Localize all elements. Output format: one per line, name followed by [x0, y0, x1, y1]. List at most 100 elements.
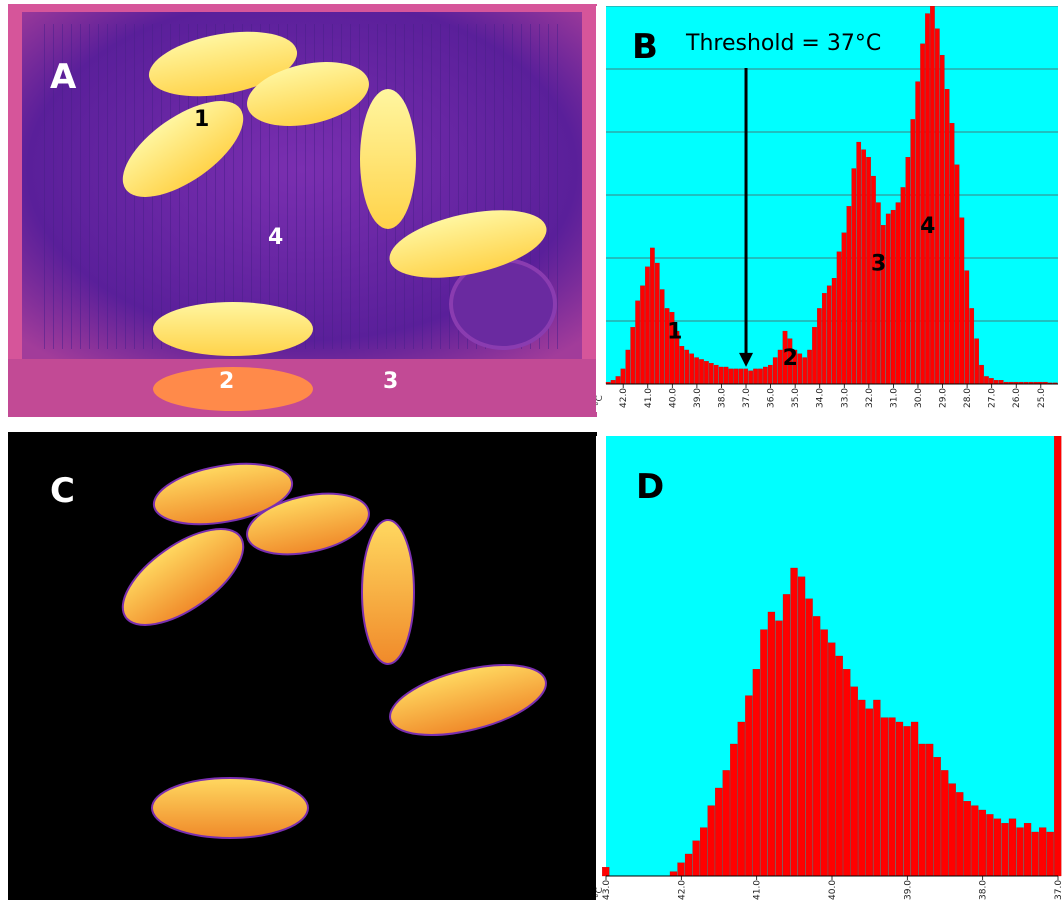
histogram-bar: [625, 349, 631, 385]
x-tick-label: 40.0: [668, 388, 678, 408]
histogram-bar: [737, 721, 745, 877]
histogram-bar: [1023, 823, 1032, 877]
histogram-bar: [694, 357, 699, 385]
histogram-bar: [941, 770, 949, 877]
histogram-b-ticks: 42.0 41.0 40.0 39.0 38.0 37.0 36.0 35.0 34.0 33.0…: [606, 383, 1058, 408]
x-tick-label: 32.0: [865, 388, 875, 408]
panel-b-histogram: 42.0 41.0 40.0 39.0 38.0 37.0 36.0 35.0 34.0 33.0…: [596, 6, 1062, 412]
histogram-bar: [964, 270, 970, 385]
histogram-bar: [873, 699, 881, 877]
histogram-bar: [861, 149, 866, 385]
histogram-bar: [704, 361, 709, 385]
histogram-bar: [930, 6, 935, 385]
histogram-bar: [835, 655, 843, 877]
x-tick-label: 37.0: [742, 388, 752, 408]
histogram-bar: [817, 308, 822, 385]
histogram-bar: [689, 353, 694, 385]
x-tick-label: 41.0: [753, 880, 763, 900]
histogram-bar: [738, 368, 744, 385]
peak-label-1: 1: [667, 320, 682, 345]
histogram-bar: [969, 308, 975, 385]
histogram-b-svg: 42.0 41.0 40.0 39.0 38.0 37.0 36.0 35.0 34.0 33.0…: [596, 6, 1062, 412]
region-label-2: 2: [219, 369, 234, 394]
histogram-bar: [752, 669, 760, 877]
histogram-bar: [998, 380, 1004, 385]
histogram-bar: [797, 576, 806, 877]
histogram-bar: [954, 164, 960, 385]
histogram-bar: [905, 157, 911, 385]
x-tick-label: 27.0: [988, 388, 998, 408]
threshold-annotation: Threshold = 37°C: [685, 31, 881, 56]
histogram-bar: [715, 787, 723, 877]
histogram-bar: [949, 123, 955, 385]
x-tick-label: 30.0: [914, 388, 924, 408]
histogram-bar: [723, 366, 729, 385]
histogram-bar: [610, 380, 616, 385]
peak-label-2: 2: [783, 346, 798, 371]
histogram-bar: [993, 818, 1002, 877]
threshold-arrow-head: [739, 352, 754, 367]
histogram-bar: [1016, 827, 1024, 877]
thermal-scene-c: C: [8, 432, 597, 900]
x-tick-label: 33.0: [840, 388, 850, 408]
histogram-bar: [880, 717, 889, 877]
histogram-d-ticks: 43.0 42.0 41.0 40.0 39.0 38.0 37.0: [602, 875, 1062, 900]
histogram-bar: [865, 708, 873, 877]
histogram-bar: [828, 642, 836, 877]
histogram-bar: [684, 853, 693, 877]
histogram-bar: [669, 871, 678, 877]
histogram-bar: [880, 225, 886, 385]
histogram-bar: [926, 743, 934, 877]
histogram-bar: [813, 616, 821, 877]
histogram-d-unit: °C: [596, 887, 605, 898]
histogram-bar: [910, 119, 916, 385]
histogram-bar: [826, 285, 832, 385]
x-tick-label: 40.0: [828, 880, 838, 900]
region-label-1: 1: [194, 107, 209, 132]
histogram-bar: [925, 13, 930, 385]
histogram-bar: [900, 187, 906, 385]
histogram-bar: [602, 867, 610, 877]
histogram-bar: [775, 620, 783, 877]
histogram-b-title: B: [632, 27, 658, 67]
histogram-bar: [713, 364, 719, 385]
histogram-bar: [679, 346, 685, 385]
x-tick-label: 29.0: [939, 388, 949, 408]
peak-label-4: 4: [920, 214, 935, 239]
histogram-d-svg: 43.0 42.0 41.0 40.0 39.0 38.0 37.0 °C D: [596, 436, 1062, 902]
histogram-bar: [944, 89, 950, 385]
x-tick-label: 39.0: [693, 388, 703, 408]
histogram-bar: [959, 217, 965, 385]
histogram-bar: [1054, 436, 1062, 877]
histogram-bar: [763, 366, 768, 385]
histogram-b-peak-labels: 1 2 3 4: [667, 214, 935, 371]
histogram-bar: [885, 213, 891, 385]
histogram-d-title: D: [636, 467, 664, 507]
histogram-bar: [700, 827, 708, 877]
histogram-bar: [935, 28, 940, 385]
panel-a-thermal-image: A 1 2 3 4: [8, 4, 597, 417]
histogram-bar: [645, 266, 650, 385]
histogram-bar: [782, 594, 791, 877]
panel-a-label: A: [50, 57, 77, 97]
histogram-bar: [933, 757, 941, 877]
x-tick-label: 34.0: [816, 388, 826, 408]
histogram-bar: [805, 598, 813, 877]
histogram-bar: [1031, 831, 1039, 877]
histogram-bar: [858, 699, 866, 877]
histogram-bar: [993, 380, 999, 385]
histogram-bar: [895, 721, 904, 877]
thermal-scene-a: A 1 2 3 4: [8, 4, 597, 417]
histogram-b-unit: °C: [596, 395, 605, 406]
x-tick-label: 26.0: [1012, 388, 1022, 408]
histogram-bar: [843, 669, 851, 877]
histogram-bar: [733, 368, 739, 385]
histogram-bar: [650, 247, 655, 385]
x-tick-label: 38.0: [717, 388, 727, 408]
histogram-bar: [822, 293, 827, 385]
histogram-bar: [767, 611, 776, 877]
x-tick-label: 41.0: [644, 388, 654, 408]
histogram-bar: [640, 285, 645, 385]
histogram-bar: [722, 770, 730, 877]
histogram-bar: [890, 209, 896, 385]
